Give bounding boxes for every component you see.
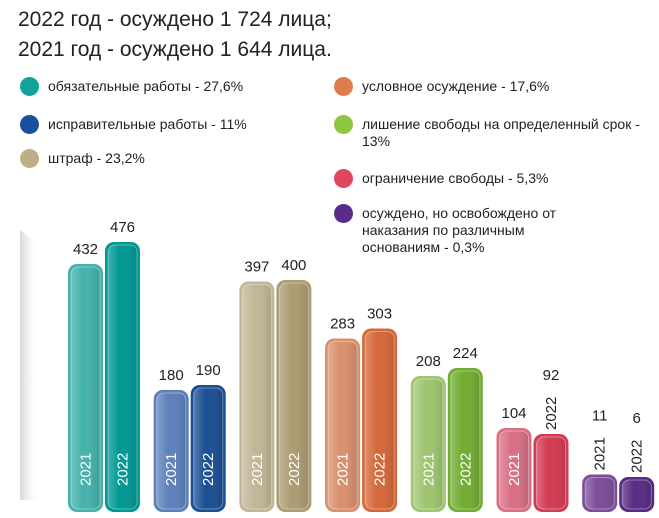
bar-shine xyxy=(621,479,652,510)
series-label: 2021 xyxy=(592,437,609,470)
series-label: 2021 xyxy=(78,453,95,486)
value-label: 92 xyxy=(543,367,560,384)
legend-item: ограничение свободы - 5,3% xyxy=(334,169,652,188)
series-label: 2021 xyxy=(163,453,180,486)
bar-shine xyxy=(156,392,187,510)
value-label: 6 xyxy=(633,410,641,427)
legend-label: ограничение свободы - 5,3% xyxy=(362,170,549,186)
value-label: 104 xyxy=(501,405,526,422)
legend-item: лишение свободы на определенный срок - 1… xyxy=(334,115,652,150)
legend-label: лишение свободы на определенный срок - 1… xyxy=(362,116,640,149)
legend-dot xyxy=(20,149,39,168)
legend-item: штраф - 23,2% xyxy=(20,149,308,168)
bar-shine xyxy=(450,370,481,510)
value-label: 432 xyxy=(73,241,98,258)
legend-item: осуждено, но освобождено от наказания по… xyxy=(334,204,597,256)
value-label: 303 xyxy=(367,306,392,323)
title-line: 2021 год - осуждено 1 644 лица. xyxy=(18,38,332,61)
legend-item: условное осуждение - 17,6% xyxy=(334,77,652,96)
bar-shine xyxy=(499,430,529,510)
legend-label: исправительные работы - 11% xyxy=(48,116,247,132)
legend-label: обязательные работы - 27,6% xyxy=(48,78,244,94)
series-label: 2021 xyxy=(506,453,523,486)
legend-item: исправительные работы - 11% xyxy=(20,115,308,134)
bar-shine xyxy=(193,387,224,510)
value-label: 476 xyxy=(110,219,135,236)
series-label: 2022 xyxy=(629,440,646,473)
series-label: 2022 xyxy=(372,453,389,486)
value-label: 400 xyxy=(281,257,306,274)
legend-dot xyxy=(334,77,353,96)
bar-shine xyxy=(584,477,615,510)
bar-shine xyxy=(364,331,395,510)
legend-label: штраф - 23,2% xyxy=(48,150,145,166)
value-label: 283 xyxy=(330,316,355,333)
legend-dot xyxy=(20,115,39,134)
legend-label: осуждено, но освобождено от наказания по… xyxy=(362,205,557,255)
legend-dot xyxy=(20,77,39,96)
bar-shine xyxy=(70,266,101,510)
legend-dot xyxy=(334,115,353,134)
value-label: 224 xyxy=(453,345,478,362)
value-label: 397 xyxy=(244,259,269,276)
bar-shine xyxy=(278,282,309,510)
bar-shine xyxy=(413,378,444,510)
series-label: 2022 xyxy=(457,453,474,486)
series-label: 2022 xyxy=(543,397,560,430)
bar-shine xyxy=(327,341,358,510)
legend-label: условное осуждение - 17,6% xyxy=(362,78,550,94)
series-label: 2022 xyxy=(286,453,303,486)
bar-shine xyxy=(241,284,272,510)
series-label: 2021 xyxy=(420,453,437,486)
backdrop xyxy=(20,230,40,500)
value-label: 11 xyxy=(592,408,608,425)
title-line: 2022 год - осуждено 1 724 лица; xyxy=(18,8,332,31)
value-label: 208 xyxy=(416,353,441,370)
value-label: 190 xyxy=(196,362,221,379)
legend-item: обязательные работы - 27,6% xyxy=(20,77,308,96)
series-label: 2021 xyxy=(249,453,266,486)
series-label: 2021 xyxy=(335,453,352,486)
bar-shine xyxy=(536,436,566,510)
value-label: 180 xyxy=(159,367,184,384)
series-label: 2022 xyxy=(115,453,132,486)
legend-dot xyxy=(334,204,353,223)
series-label: 2022 xyxy=(200,453,217,486)
legend-dot xyxy=(334,169,353,188)
bar-shine xyxy=(107,244,138,510)
